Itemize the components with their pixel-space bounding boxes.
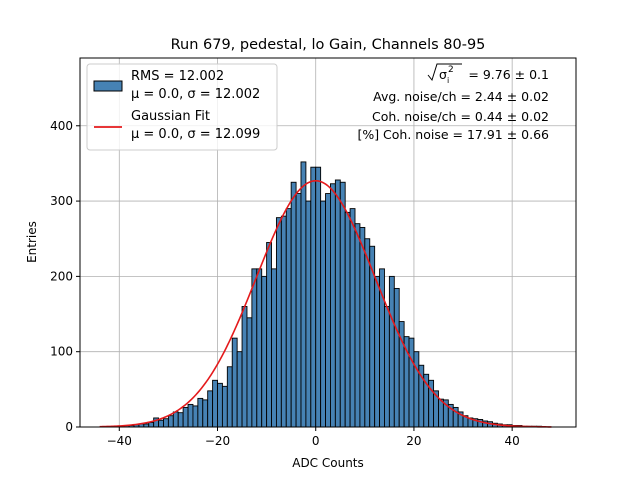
plot-area: −40 −20 0 20 40 0 100 200 300 400: [50, 57, 577, 448]
legend-box: [86, 63, 278, 151]
y-axis-label: Entries: [25, 221, 39, 263]
y-tick-label: 100: [50, 345, 73, 359]
histogram-bar: [325, 193, 331, 428]
histogram-bar: [271, 268, 277, 428]
histogram-bar: [334, 179, 341, 428]
annotation-sigma: σ 2 i = 9.76 ± 0.1: [427, 63, 549, 85]
histogram-bar: [256, 268, 263, 428]
histogram-bar: [192, 405, 199, 428]
histogram-bar: [413, 351, 420, 428]
x-tick-label: 20: [406, 434, 421, 448]
histogram-bar: [384, 306, 390, 428]
histogram-bar: [148, 422, 155, 428]
histogram-bar: [187, 403, 194, 428]
histogram-bar: [182, 406, 189, 428]
chart-title: Run 679, pedestal, lo Gain, Channels 80-…: [171, 37, 486, 53]
histogram-bar: [354, 223, 361, 428]
x-axis-label: ADC Counts: [292, 456, 364, 470]
histogram-bar: [236, 351, 243, 428]
axes-frame: [79, 57, 577, 428]
histogram-bar: [339, 181, 346, 428]
histogram-bar: [388, 275, 395, 428]
sqrt-symbol: [427, 63, 462, 82]
histogram-bar: [207, 390, 214, 428]
histogram-bar: [167, 415, 174, 428]
legend-fit-label: Gaussian Fit: [131, 109, 210, 124]
histogram-bar: [221, 385, 228, 428]
histogram-bar: [315, 166, 322, 428]
x-tick-label: −20: [205, 434, 230, 448]
histogram-bar: [241, 306, 248, 428]
histogram-bar: [320, 200, 326, 428]
histogram-bar: [202, 399, 209, 428]
x-tick-label: 40: [505, 434, 520, 448]
histogram-bar: [172, 411, 179, 428]
annotation-sigma-value: = 9.76 ± 0.1: [468, 67, 549, 82]
histogram-bar: [266, 242, 272, 428]
histogram-bar: [374, 275, 381, 428]
annotation-coh-noise: Coh. noise/ch = 0.44 ± 0.02: [372, 109, 549, 124]
histogram-bar: [393, 287, 400, 428]
histogram-bar: [251, 268, 258, 428]
histogram-bar: [364, 238, 371, 428]
x-tick-label: −40: [107, 434, 132, 448]
y-tick-label: 0: [65, 420, 73, 434]
histogram-bar: [310, 166, 317, 428]
histogram-bar: [295, 193, 302, 428]
histogram-bar: [290, 181, 297, 428]
legend: RMS = 12.002 μ = 0.0, σ = 12.002 Gaussia…: [86, 63, 278, 151]
sigma-superscript: 2: [448, 65, 454, 75]
histogram-bar: [359, 226, 366, 428]
legend-histogram-swatch: [93, 80, 123, 92]
y-tick-label: 400: [50, 119, 73, 133]
histogram-bar: [305, 200, 312, 428]
histogram-bar: [438, 398, 444, 428]
histogram-bar: [408, 337, 415, 428]
gaussian-fit-line: [99, 179, 552, 428]
histogram-bar: [330, 183, 336, 428]
y-axis-ticks: 0 100 200 300 400: [50, 119, 80, 434]
legend-fit-stats: μ = 0.0, σ = 12.099: [131, 127, 260, 142]
histogram-bar: [280, 215, 287, 428]
legend-histogram-label: RMS = 12.002: [131, 69, 224, 84]
legend-histogram-stats: μ = 0.0, σ = 12.002: [131, 87, 260, 102]
histogram-bar: [344, 211, 351, 428]
histogram-bar: [163, 418, 169, 428]
histogram-bar: [226, 366, 233, 428]
histogram-bar: [177, 412, 184, 428]
histogram-bar: [246, 317, 253, 428]
histogram-bar: [285, 208, 292, 428]
histogram-bar: [300, 161, 307, 428]
annotation-avg-noise: Avg. noise/ch = 2.44 ± 0.02: [373, 89, 549, 104]
histogram-bar: [158, 419, 164, 428]
histogram-bar: [275, 217, 282, 428]
histogram-bar: [217, 382, 223, 428]
histogram-bar: [261, 275, 268, 428]
histogram-bar: [231, 337, 238, 428]
histogram-bar: [212, 379, 218, 428]
x-tick-label: 0: [312, 434, 320, 448]
histogram-bar: [349, 208, 356, 428]
annotation-coh-noise-percent: [%] Coh. noise = 17.91 ± 0.66: [357, 127, 549, 142]
y-tick-label: 200: [50, 269, 73, 283]
sigma-subscript: i: [447, 76, 449, 85]
sigma-symbol: σ: [439, 67, 447, 82]
histogram-bar: [197, 397, 204, 428]
noise-annotations: σ 2 i = 9.76 ± 0.1 Avg. noise/ch = 2.44 …: [357, 63, 549, 142]
x-axis-ticks: −40 −20 0 20 40: [107, 427, 520, 448]
y-tick-label: 300: [50, 194, 73, 208]
